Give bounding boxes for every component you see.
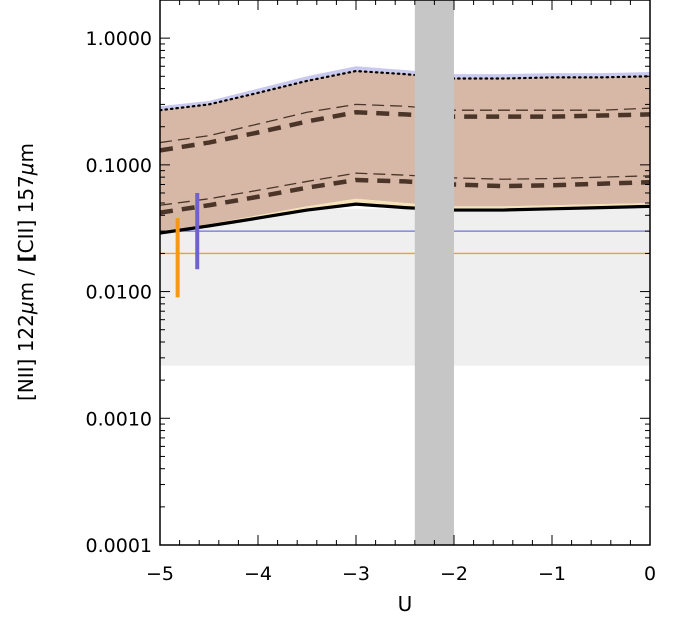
y-axis-title-part: CII] 157 bbox=[14, 175, 38, 253]
x-tick-label: −1 bbox=[538, 563, 566, 585]
axes-frame bbox=[159, 0, 651, 546]
series-line-6 bbox=[160, 202, 650, 235]
range-band-vertical bbox=[414, 0, 454, 545]
series-line-4 bbox=[160, 172, 650, 206]
blue-envelope bbox=[160, 66, 650, 111]
y-axis-title-part: [NII] 122 bbox=[14, 314, 38, 401]
y-axis-title-part: m bbox=[14, 143, 38, 162]
y-axis-title: [NII] 122μm / [CII] 157μm bbox=[14, 143, 38, 401]
range-band-horizontal bbox=[160, 208, 650, 366]
yellow-envelope bbox=[160, 198, 650, 233]
y-axis-title-part: μ bbox=[14, 301, 38, 315]
y-tick-label: 1.0000 bbox=[86, 28, 152, 50]
y-axis-title-part: [ bbox=[14, 253, 38, 262]
x-tick-label: −5 bbox=[146, 563, 174, 585]
x-tick-labels: −5 −4 −3 −2 −1 0 bbox=[146, 563, 656, 585]
y-tick-label: 0.0001 bbox=[86, 535, 152, 557]
series-line-5 bbox=[160, 177, 650, 215]
y-axis-title-part: m / bbox=[14, 262, 38, 301]
y-axis-title-part: μ bbox=[14, 162, 38, 176]
plot-area bbox=[160, 0, 650, 545]
x-tick-label: 0 bbox=[644, 563, 656, 585]
series-line-2 bbox=[160, 103, 650, 144]
x-tick-label: −3 bbox=[342, 563, 370, 585]
y-tick-labels: 0.0001 0.0010 0.0100 0.1000 1.0000 bbox=[86, 28, 152, 557]
brown-envelope bbox=[160, 71, 650, 232]
y-tick-label: 0.0100 bbox=[86, 282, 152, 304]
plot-border bbox=[159, 0, 651, 546]
y-tick-label: 0.1000 bbox=[86, 155, 152, 177]
x-tick-label: −4 bbox=[244, 563, 272, 585]
x-axis-title: U bbox=[398, 592, 413, 616]
series-line-1 bbox=[160, 69, 650, 112]
x-tick-label: −2 bbox=[440, 563, 468, 585]
y-tick-label: 0.0010 bbox=[86, 408, 152, 430]
series-line-3 bbox=[160, 110, 650, 153]
